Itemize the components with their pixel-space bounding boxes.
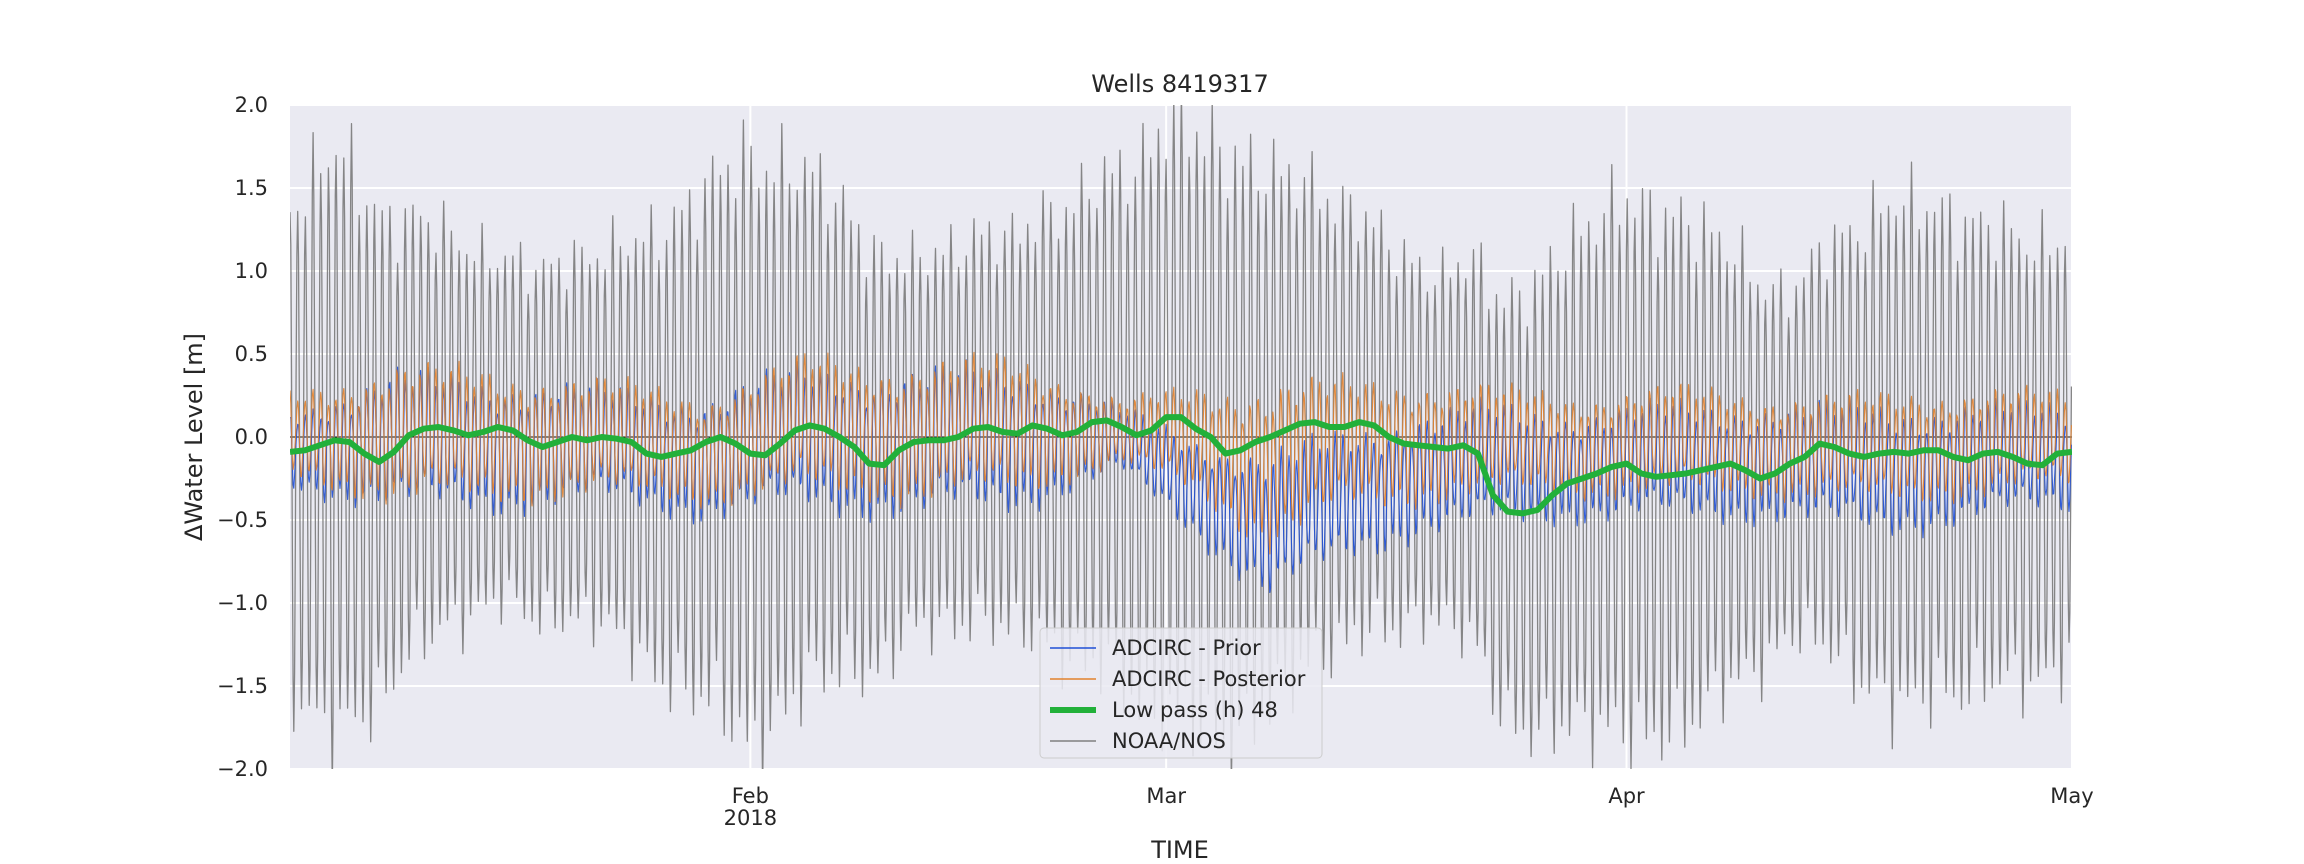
series-line-noaa-nos xyxy=(290,105,2072,769)
legend-label: Low pass (h) 48 xyxy=(1112,698,1278,722)
y-tick-label: 1.5 xyxy=(235,176,268,200)
y-tick-label: 2.0 xyxy=(235,93,268,117)
y-tick-label: −1.0 xyxy=(217,591,268,615)
x-axis-label: TIME xyxy=(1150,836,1209,864)
y-tick-label: 0.5 xyxy=(235,342,268,366)
y-axis-ticks: −2.0 −1.5 −1.0 −0.5 0.0 0.5 1.0 1.5 2.0 xyxy=(217,93,268,781)
x-tick-label: Apr xyxy=(1608,784,1645,808)
series-layer xyxy=(290,105,2072,769)
x-tick-label: Mar xyxy=(1146,784,1186,808)
legend-label: NOAA/NOS xyxy=(1112,729,1226,753)
legend-box xyxy=(1039,627,1323,759)
x-tick-label: Feb xyxy=(732,784,769,808)
x-tick-label: May xyxy=(2050,784,2093,808)
x-tick-sublabel: 2018 xyxy=(724,806,777,830)
chart-title: Wells 8419317 xyxy=(1091,70,1268,98)
legend: ADCIRC - Prior ADCIRC - Posterior Low pass… xyxy=(1039,627,1323,759)
legend-label: ADCIRC - Posterior xyxy=(1112,667,1306,691)
series-line-low-pass-h-48 xyxy=(290,414,2072,517)
series-line-adcirc-posterior xyxy=(290,351,2072,555)
y-tick-label: −2.0 xyxy=(217,757,268,781)
y-tick-label: −0.5 xyxy=(217,508,268,532)
y-tick-label: 0.0 xyxy=(235,425,268,449)
y-tick-label: 1.0 xyxy=(235,259,268,283)
y-tick-label: −1.5 xyxy=(217,674,268,698)
legend-label: ADCIRC - Prior xyxy=(1112,636,1261,660)
y-axis-label: ΔWater Level [m] xyxy=(180,333,208,541)
